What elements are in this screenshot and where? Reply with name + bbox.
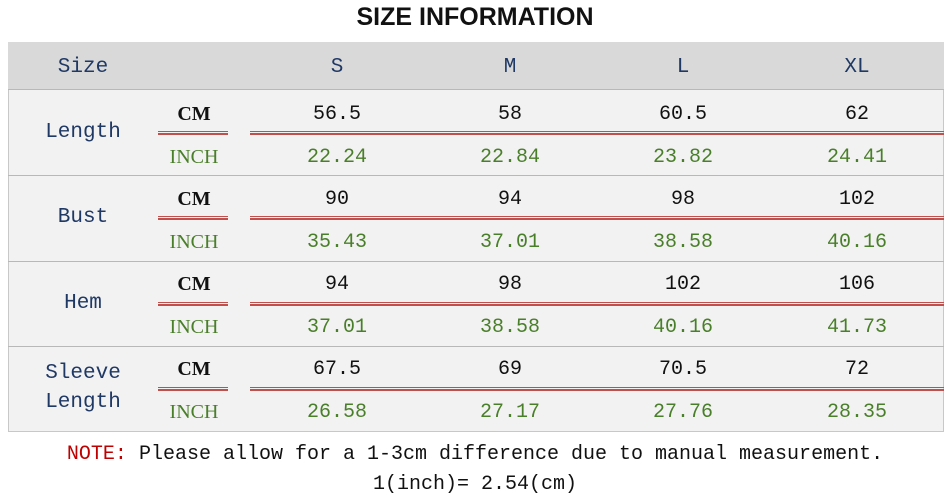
inch-value: 27.17 xyxy=(479,401,540,425)
row-label: Length xyxy=(8,90,158,175)
divider xyxy=(158,131,228,135)
table-header xyxy=(8,42,944,90)
header-cell: S xyxy=(330,55,344,79)
row-separator xyxy=(8,260,944,262)
cm-value: 94 xyxy=(324,273,349,297)
inch-value: 41.73 xyxy=(826,316,887,340)
cm-value: 69 xyxy=(497,358,522,382)
cm-unit: CM xyxy=(177,102,211,125)
row-separator xyxy=(8,345,944,347)
note-label: NOTE: xyxy=(66,442,127,466)
cm-unit: CM xyxy=(177,273,211,296)
inch-value: 40.16 xyxy=(826,230,887,254)
inch-value: 24.41 xyxy=(826,145,887,169)
cm-value: 62 xyxy=(844,102,869,126)
divider xyxy=(250,131,944,135)
inch-value: 28.35 xyxy=(826,401,887,425)
cm-value: 98 xyxy=(497,273,522,297)
cm-value: 102 xyxy=(664,273,701,297)
inch-value: 37.01 xyxy=(479,230,540,254)
note-text: Please allow for a 1-3cm difference due … xyxy=(138,442,884,466)
row-label: Bust xyxy=(8,175,158,260)
inch-value: 22.84 xyxy=(479,145,540,169)
note: NOTE: Please allow for a 1-3cm differenc… xyxy=(0,440,950,468)
cm-value: 67.5 xyxy=(312,358,361,382)
cm-value: 72 xyxy=(844,358,869,382)
inch-value: 26.58 xyxy=(306,401,367,425)
header-cell: XL xyxy=(844,55,870,79)
inch-unit: INCH xyxy=(169,145,219,168)
inch-value: 22.24 xyxy=(306,145,367,169)
cm-value: 58 xyxy=(497,102,522,126)
cm-value: 60.5 xyxy=(658,102,707,126)
row-label: Hem xyxy=(8,261,158,346)
title: SIZE INFORMATION xyxy=(356,2,594,31)
inch-value: 38.58 xyxy=(652,230,713,254)
header-cell: Size xyxy=(57,55,109,79)
divider xyxy=(250,386,944,391)
divider xyxy=(250,301,944,306)
cm-value: 70.5 xyxy=(658,358,707,382)
conversion: 1(inch)= 2.54(cm) xyxy=(372,472,578,496)
row-label-text: Length xyxy=(45,121,121,144)
row-label-text: Hem xyxy=(64,291,102,315)
cm-unit: CM xyxy=(177,187,211,210)
inch-value: 35.43 xyxy=(306,230,367,254)
row-label-text: Sleeve Length xyxy=(45,362,121,415)
cm-value: 94 xyxy=(497,187,522,211)
inch-value: 40.16 xyxy=(652,316,713,340)
header-cell: M xyxy=(503,55,517,79)
cm-value: 98 xyxy=(670,187,695,211)
inch-value: 23.82 xyxy=(652,145,713,169)
row-label: Sleeve Length xyxy=(8,346,158,431)
inch-unit: INCH xyxy=(169,316,219,339)
cm-value: 106 xyxy=(838,273,875,297)
divider xyxy=(158,216,228,221)
header-cell: L xyxy=(676,55,690,79)
cm-value: 102 xyxy=(838,187,875,211)
inch-unit: INCH xyxy=(169,401,219,424)
inch-value: 37.01 xyxy=(306,316,367,340)
cm-value: 56.5 xyxy=(312,102,361,126)
divider xyxy=(158,301,228,306)
size-table xyxy=(8,42,944,432)
cm-unit: CM xyxy=(177,358,211,381)
row-label-text: Bust xyxy=(57,206,109,230)
divider xyxy=(158,386,228,391)
divider xyxy=(250,216,944,221)
inch-value: 27.76 xyxy=(652,401,713,425)
inch-value: 38.58 xyxy=(479,316,540,340)
inch-unit: INCH xyxy=(169,230,219,253)
cm-value: 90 xyxy=(324,187,349,211)
row-separator xyxy=(8,175,944,177)
